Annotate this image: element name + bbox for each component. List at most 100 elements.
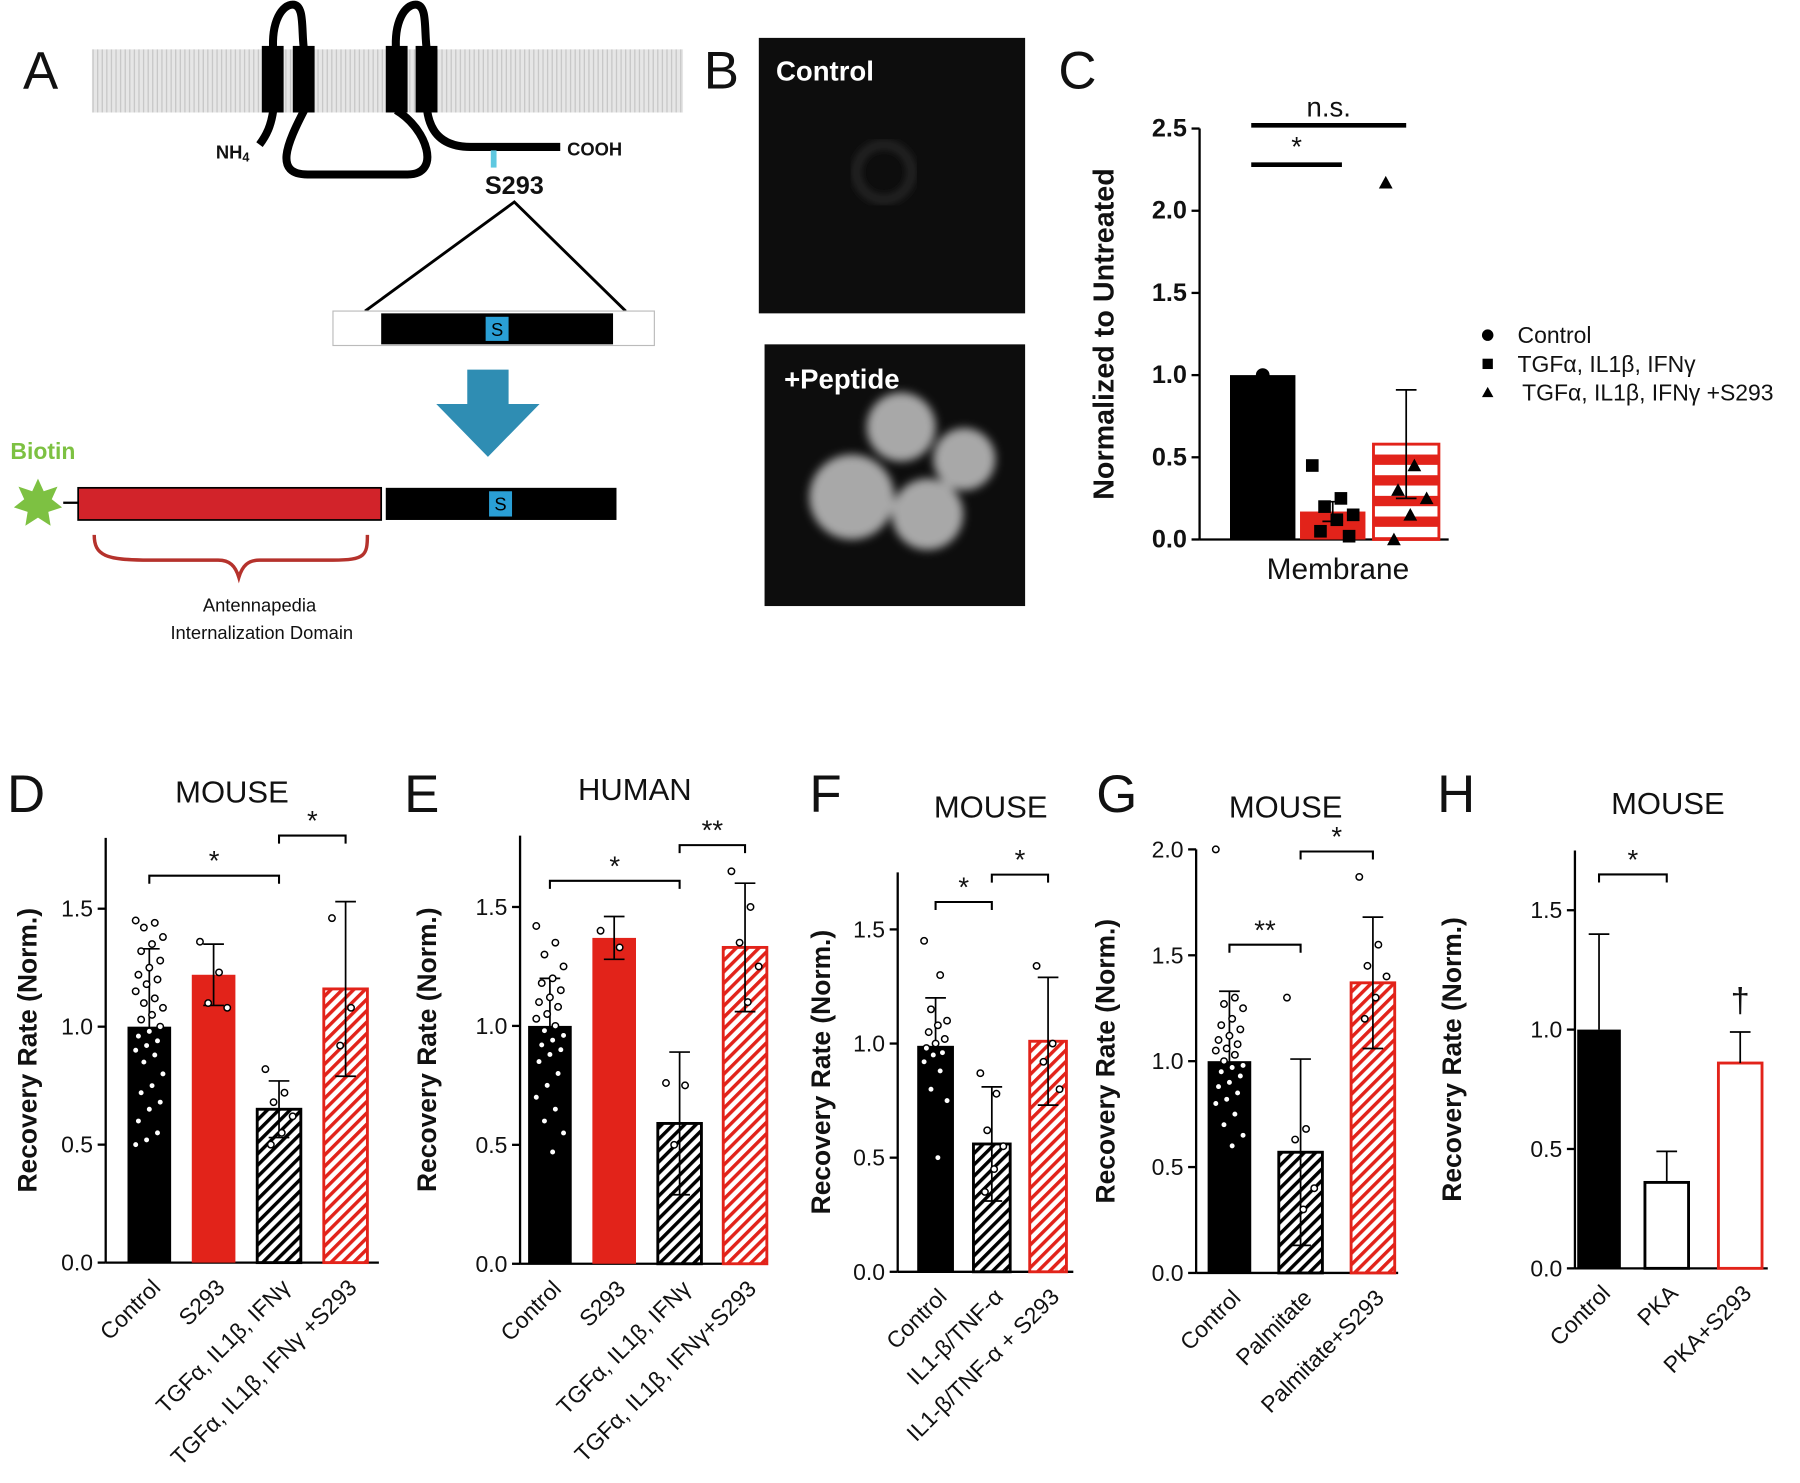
- y-tick-label: 0.0: [1530, 1255, 1562, 1281]
- data-point: [920, 936, 929, 945]
- data-point: [929, 1050, 938, 1059]
- data-point: [139, 999, 148, 1008]
- significance-bracket: [548, 879, 681, 889]
- error-bar: [1729, 1031, 1751, 1064]
- significance-bracket: [148, 874, 281, 884]
- data-point: [145, 1105, 154, 1114]
- significance-bracket: [678, 844, 747, 854]
- x-tick-label: PKA: [1632, 1279, 1683, 1330]
- data-point: [1039, 1057, 1048, 1066]
- significance-bracket: [277, 834, 347, 844]
- data-point: [554, 1069, 563, 1078]
- data-point: [1230, 1110, 1239, 1119]
- helix: [385, 45, 408, 113]
- data-point: [535, 998, 543, 1007]
- data-point: [1228, 1141, 1237, 1150]
- data-point: [1211, 1046, 1220, 1055]
- legend-label: TGFα, IL1β, IFNγ: [1518, 351, 1697, 377]
- cells: [809, 392, 996, 550]
- data-point: [336, 1041, 345, 1050]
- data-point: [936, 971, 945, 980]
- data-point: [540, 1117, 549, 1126]
- domain-label: Antennapedia: [203, 594, 317, 615]
- data-point: [1217, 1021, 1226, 1030]
- significance-label: **: [702, 815, 724, 846]
- cell: [933, 428, 996, 491]
- data-point: [545, 1050, 554, 1059]
- data-point: [532, 1014, 541, 1023]
- data-point: [559, 1031, 568, 1040]
- data-point: [142, 980, 151, 989]
- significance-label: *: [307, 805, 318, 836]
- error-bar: [669, 1051, 690, 1196]
- data-point: [204, 999, 213, 1008]
- error-bar: [1362, 916, 1384, 1050]
- data-point: [280, 1088, 289, 1097]
- loop: [282, 106, 432, 179]
- error-bar: [335, 900, 356, 1078]
- y-tick-label: 1.5: [1530, 897, 1562, 923]
- error-bar: [1037, 976, 1059, 1107]
- data-point: [933, 1153, 942, 1162]
- data-point: [1310, 1184, 1319, 1193]
- data-point: [992, 1089, 1001, 1098]
- y-tick-label: 1.5: [476, 894, 508, 920]
- data-point: [1239, 1004, 1248, 1013]
- data-point: [559, 962, 568, 971]
- panel-letter: A: [23, 42, 59, 101]
- y-tick-label: 2.5: [1152, 115, 1187, 143]
- x-tick-label: Control: [95, 1274, 166, 1345]
- brace: [92, 534, 370, 584]
- data-point: [551, 1105, 560, 1114]
- data-point: [743, 998, 752, 1007]
- data-point: [142, 1135, 151, 1144]
- data-point: [543, 1010, 552, 1018]
- x-tick-label: Palmitate+S293: [1256, 1284, 1389, 1417]
- data-point: [559, 1128, 568, 1137]
- residue-box: [489, 491, 513, 517]
- data-point: [615, 943, 624, 952]
- data-point: [134, 970, 143, 979]
- protein-diagram: NH4 COOH S293 S Biotin S Antennapedia In…: [10, 0, 684, 643]
- loop: [391, 0, 432, 53]
- data-point: [153, 1128, 162, 1137]
- y-tick-label: 0.0: [1152, 1260, 1184, 1286]
- chart-title: MOUSE: [175, 775, 289, 810]
- helix: [261, 45, 284, 113]
- chart-title: MOUSE: [1611, 786, 1725, 821]
- data-point: [548, 974, 557, 983]
- data-point: [328, 914, 336, 923]
- data-point: [938, 1048, 947, 1057]
- data-point: [1214, 1036, 1223, 1044]
- data-point: [150, 918, 159, 927]
- data-point: [158, 1003, 167, 1012]
- data-point: [134, 1032, 143, 1041]
- data-point: [927, 1085, 935, 1094]
- x-tick-label: Control: [495, 1275, 566, 1346]
- data-point: [924, 1028, 933, 1037]
- data-point: [545, 993, 554, 1002]
- data-point: [1233, 1040, 1242, 1049]
- data-point: [215, 968, 224, 977]
- y-tick-label: 0.5: [853, 1145, 885, 1171]
- chart: 0.0 0.5 1.0 1.5 MOUSE Recovery Rate (Norm.) Co…: [1437, 786, 1768, 1378]
- n-tail: [256, 109, 278, 148]
- bar: [1716, 1061, 1764, 1270]
- data-point: [1374, 940, 1383, 949]
- data-point: [1318, 500, 1331, 513]
- data-point: [1239, 1061, 1248, 1070]
- zoom-lines: [364, 200, 627, 313]
- data-point: [940, 1035, 949, 1043]
- biotin-star: [13, 478, 63, 526]
- data-point: [261, 1065, 270, 1074]
- y-tick-label: 1.0: [1530, 1017, 1562, 1043]
- data-point: [1236, 1072, 1245, 1080]
- legend-marker: [1481, 386, 1494, 398]
- data-point: [134, 1117, 143, 1126]
- data-point: [1222, 1095, 1231, 1104]
- bar: [1577, 1029, 1621, 1269]
- residue: S: [491, 319, 503, 340]
- x-tick-label: Membrane: [1267, 553, 1410, 586]
- loop: [269, 0, 309, 53]
- data-point: [131, 916, 140, 925]
